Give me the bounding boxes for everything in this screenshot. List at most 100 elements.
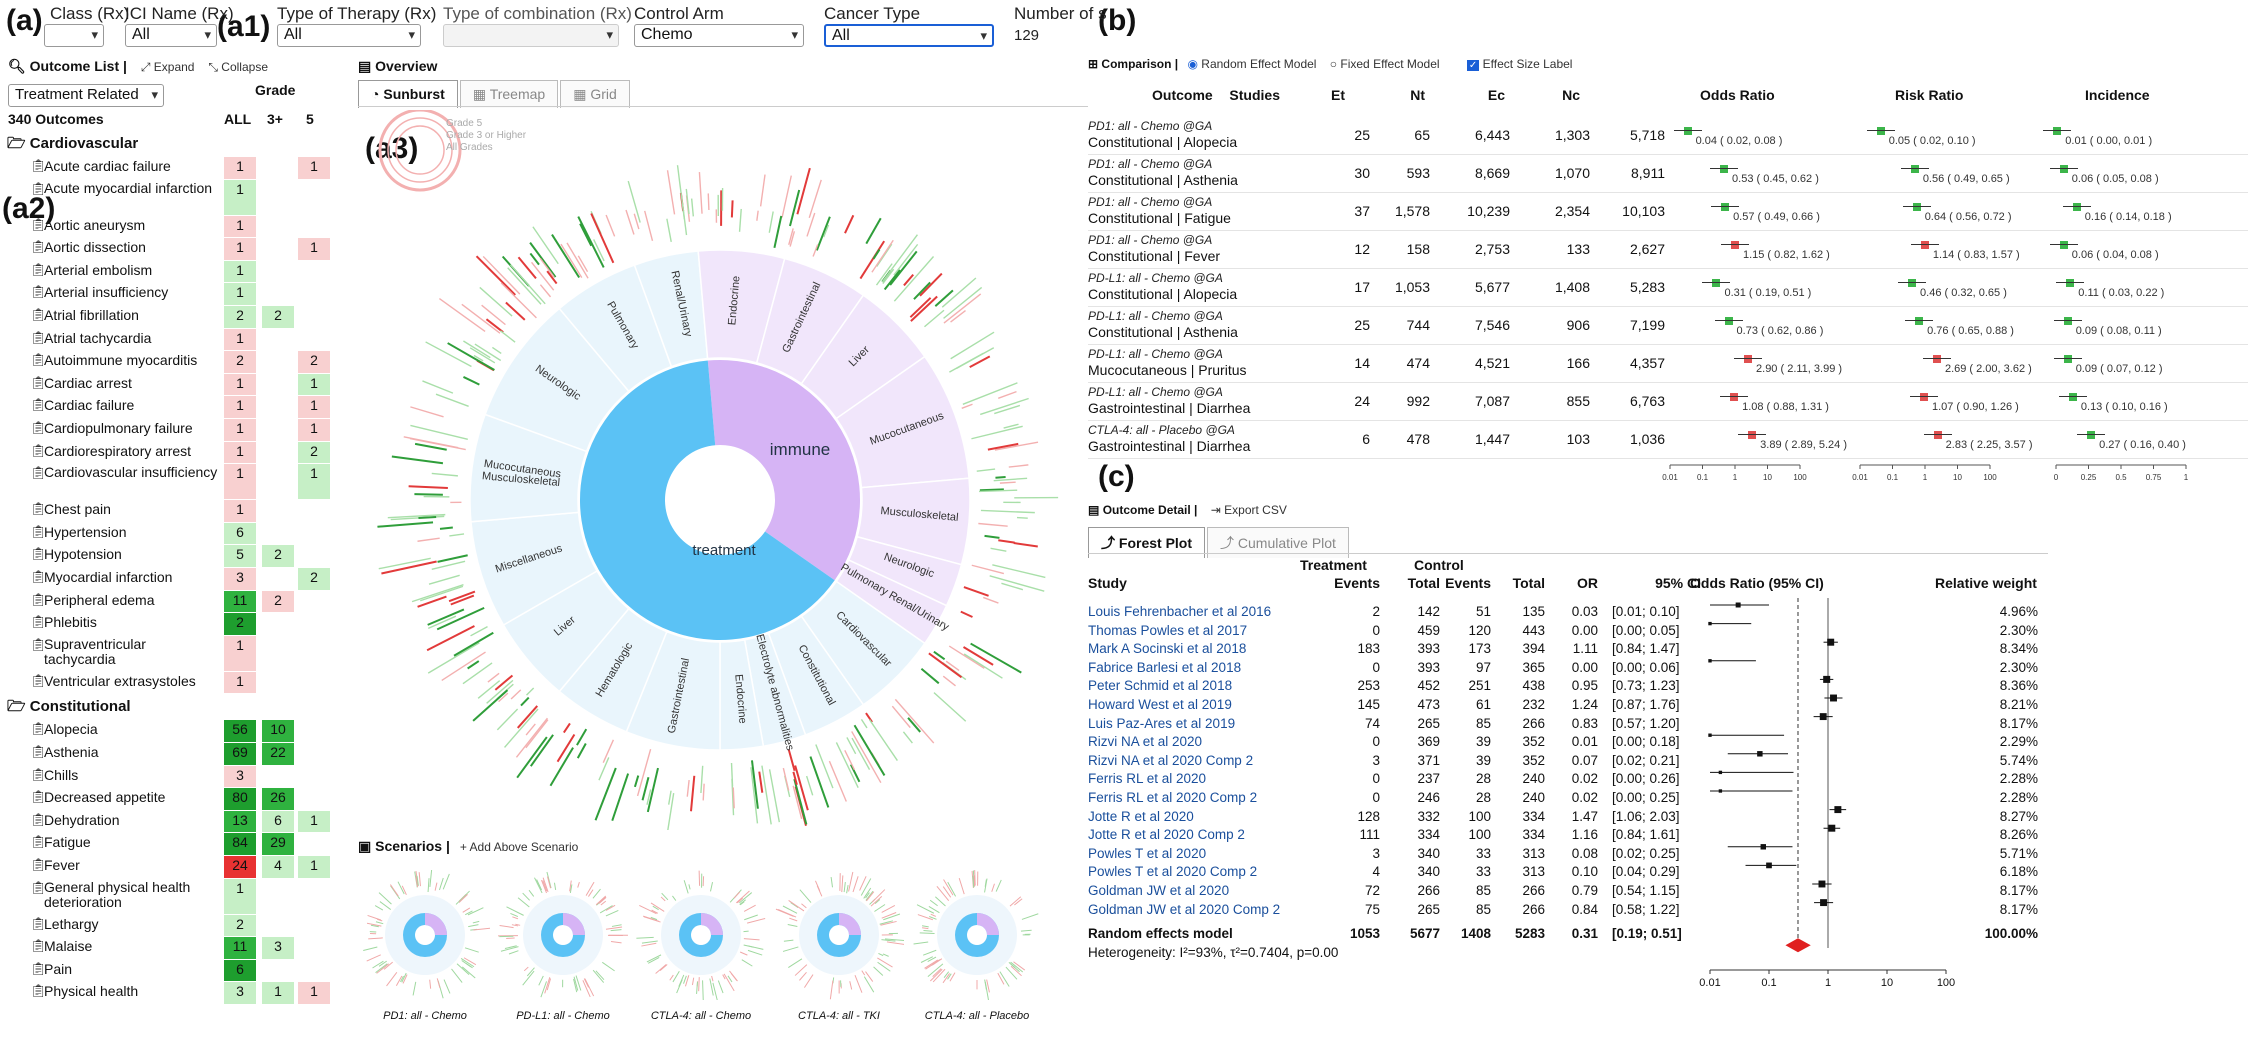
grade-cell-g5[interactable] bbox=[298, 500, 330, 522]
combination-filter-select[interactable]: ▾ bbox=[443, 24, 619, 47]
grade-cell-g5[interactable] bbox=[298, 180, 330, 215]
grade-cell-g3[interactable] bbox=[262, 157, 294, 179]
grade-cell-all[interactable]: 56 bbox=[224, 720, 256, 742]
grade-cell-all[interactable]: 1 bbox=[224, 179, 256, 215]
grade-cell-g3[interactable] bbox=[262, 283, 294, 305]
grade-cell-g3[interactable]: 2 bbox=[262, 545, 294, 567]
study-link[interactable]: Goldman JW et al 2020 Comp 2 bbox=[1088, 901, 1281, 917]
outcome-row[interactable]: 📋︎ Fatigue 84 29 bbox=[0, 832, 340, 855]
grade-cell-all[interactable]: 1 bbox=[224, 500, 256, 522]
outcome-row[interactable]: 📋︎ Atrial tachycardia 1 bbox=[0, 328, 340, 351]
study-row[interactable]: Louis Fehrenbacher et al 2016 2 142 51 135 0.… bbox=[1088, 604, 2048, 623]
outcome-row[interactable]: 📋︎ Cardiovascular insufficiency 1 1 bbox=[0, 463, 340, 500]
therapy-filter-select[interactable]: All ▾ bbox=[277, 24, 421, 47]
grade-cell-all[interactable]: 3 bbox=[224, 982, 256, 1004]
grade-cell-g3[interactable]: 26 bbox=[262, 788, 294, 810]
grade-cell-g5[interactable] bbox=[298, 915, 330, 937]
study-row[interactable]: Goldman JW et al 2020 Comp 2 75 265 85 266 0.… bbox=[1088, 902, 2048, 921]
study-row[interactable]: Ferris RL et al 2020 Comp 2 0 246 28 240 0.02… bbox=[1088, 790, 2048, 809]
study-row[interactable]: Rizvi NA et al 2020 Comp 2 3 371 39 352 0.07 [… bbox=[1088, 753, 2048, 772]
grade-cell-all[interactable]: 1 bbox=[224, 238, 256, 260]
grade-cell-all[interactable]: 1 bbox=[224, 373, 256, 396]
grade-cell-g5[interactable]: 1 bbox=[298, 373, 330, 396]
grade-cell-g5[interactable] bbox=[298, 306, 330, 328]
grade-cell-g3[interactable]: 29 bbox=[262, 833, 294, 855]
grade-cell-g5[interactable]: 2 bbox=[298, 351, 330, 373]
outcome-row[interactable]: 📋︎ Alopecia 56 10 bbox=[0, 719, 340, 742]
grade-cell-g3[interactable] bbox=[262, 180, 294, 215]
scenario-label[interactable]: CTLA-4: all - Chemo bbox=[650, 1010, 752, 1022]
grade-cell-g3[interactable] bbox=[262, 523, 294, 545]
grade-cell-g3[interactable]: 4 bbox=[262, 856, 294, 878]
study-link[interactable]: Ferris RL et al 2020 bbox=[1088, 771, 1207, 787]
grade-cell-g3[interactable]: 2 bbox=[262, 306, 294, 328]
grade-cell-g5[interactable]: 2 bbox=[298, 441, 330, 464]
grade-cell-g3[interactable] bbox=[262, 351, 294, 373]
grade-cell-all[interactable]: 1 bbox=[224, 441, 256, 464]
comparison-row[interactable]: PD1: all - Chemo @GA Constitutional | Fat… bbox=[1088, 193, 2248, 231]
grade-cell-g5[interactable] bbox=[298, 833, 330, 855]
tab-treemap[interactable]: ▦ Treemap bbox=[459, 80, 559, 108]
grade-cell-g3[interactable] bbox=[262, 915, 294, 937]
outcome-row[interactable]: 📋︎ Lethargy 2 bbox=[0, 914, 340, 937]
study-row[interactable]: Rizvi NA et al 2020 0 369 39 352 0.01 [0.00; 0… bbox=[1088, 734, 2048, 753]
grade-cell-all[interactable]: 1 bbox=[224, 328, 256, 351]
study-link[interactable]: Peter Schmid et al 2018 bbox=[1088, 678, 1233, 694]
grade-cell-g5[interactable] bbox=[298, 879, 330, 914]
grade-cell-g3[interactable]: 2 bbox=[262, 590, 294, 613]
outcome-row[interactable]: 📋︎ Pain 6 bbox=[0, 959, 340, 982]
study-row[interactable]: Jotte R et al 2020 Comp 2 111 334 100 334 1.1… bbox=[1088, 827, 2048, 846]
grade-cell-g5[interactable] bbox=[298, 636, 330, 671]
outcome-row[interactable]: 📋︎ Chills 3 bbox=[0, 765, 340, 788]
grade-cell-g3[interactable] bbox=[262, 672, 294, 694]
grade-cell-g3[interactable] bbox=[262, 396, 294, 418]
study-link[interactable]: Rizvi NA et al 2020 bbox=[1088, 734, 1203, 750]
grade-cell-all[interactable]: 1 bbox=[224, 260, 256, 283]
add-scenario-button[interactable]: + Add Above Scenario bbox=[459, 840, 579, 854]
grade-cell-all[interactable]: 13 bbox=[224, 810, 256, 833]
outcome-row[interactable]: 📋︎ Malaise 11 3 bbox=[0, 936, 340, 959]
grade-cell-all[interactable]: 69 bbox=[224, 743, 256, 765]
cancer-type-select[interactable]: All ▾ bbox=[824, 24, 994, 47]
grade-cell-all[interactable]: 1 bbox=[224, 671, 256, 694]
grade-cell-g5[interactable] bbox=[298, 960, 330, 982]
grade-cell-all[interactable]: 1 bbox=[224, 215, 256, 238]
random-effect-radio[interactable]: ◉ Random Effect Model bbox=[1187, 57, 1317, 71]
grade-cell-g5[interactable] bbox=[298, 613, 330, 635]
grade-cell-g5[interactable]: 2 bbox=[298, 568, 330, 590]
outcome-row[interactable]: 📋︎ Autoimmune myocarditis 2 2 bbox=[0, 350, 340, 373]
grade-cell-g5[interactable]: 1 bbox=[298, 396, 330, 418]
grade-cell-all[interactable]: 11 bbox=[224, 937, 256, 959]
grade-cell-g5[interactable]: 1 bbox=[298, 238, 330, 260]
grade-cell-g3[interactable]: 10 bbox=[262, 720, 294, 742]
effect-size-checkbox[interactable]: ✓ Effect Size Label bbox=[1466, 57, 1573, 71]
grade-cell-g3[interactable] bbox=[262, 960, 294, 982]
outcome-row[interactable]: 📋︎ Aortic dissection 1 1 bbox=[0, 237, 340, 260]
grade-cell-g5[interactable]: 1 bbox=[298, 419, 330, 441]
study-link[interactable]: Ferris RL et al 2020 Comp 2 bbox=[1088, 790, 1258, 805]
study-link[interactable]: Mark A Socinski et al 2018 bbox=[1088, 641, 1247, 657]
study-row[interactable]: Luis Paz-Ares et al 2019 74 265 85 266 0.83 [0… bbox=[1088, 716, 2048, 735]
expand-button[interactable]: ⤢ Expand bbox=[140, 60, 195, 74]
grade-cell-g3[interactable] bbox=[262, 879, 294, 914]
grade-cell-g3[interactable] bbox=[262, 568, 294, 590]
grade-cell-all[interactable]: 2 bbox=[224, 306, 256, 328]
grade-cell-g5[interactable]: 1 bbox=[298, 856, 330, 878]
study-link[interactable]: Rizvi NA et al 2020 Comp 2 bbox=[1088, 752, 1254, 768]
grade-cell-g3[interactable] bbox=[262, 261, 294, 283]
class-filter-select[interactable]: ▾ bbox=[44, 24, 104, 47]
study-row[interactable]: Powles T et al 2020 3 340 33 313 0.08 [0.02; 0… bbox=[1088, 846, 2048, 865]
study-row[interactable]: Ferris RL et al 2020 0 237 28 240 0.02 [0.00; … bbox=[1088, 771, 2048, 790]
comparison-row[interactable]: CTLA-4: all - Placebo @GA Gastrointestina… bbox=[1088, 421, 2248, 459]
scenario-label[interactable]: PD1: all - Chemo bbox=[383, 1010, 467, 1022]
grade-cell-g5[interactable] bbox=[298, 329, 330, 351]
tab-sunburst[interactable]: ◔ Sunburst bbox=[358, 80, 458, 108]
study-link[interactable]: Powles T et al 2020 Comp 2 bbox=[1088, 864, 1258, 880]
grade-cell-g3[interactable] bbox=[262, 636, 294, 671]
grade-cell-all[interactable]: 84 bbox=[224, 833, 256, 855]
outcome-row[interactable]: 📋︎ Physical health 3 1 1 bbox=[0, 981, 340, 1004]
grade-cell-all[interactable]: 3 bbox=[224, 765, 256, 788]
grade-cell-all[interactable]: 80 bbox=[224, 788, 256, 810]
grade-cell-g3[interactable] bbox=[262, 216, 294, 238]
